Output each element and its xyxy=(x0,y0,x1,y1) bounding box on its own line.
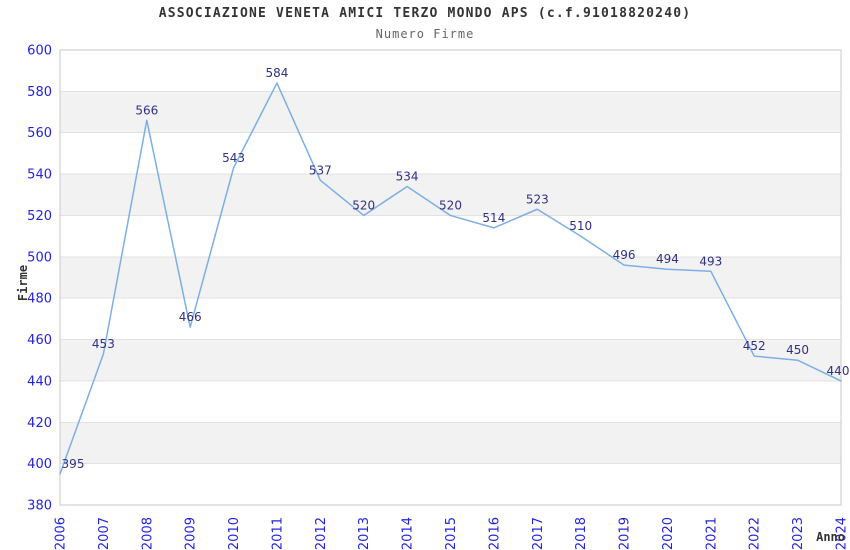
x-tick-label: 2024 xyxy=(835,517,850,550)
data-point-label: 523 xyxy=(526,192,549,206)
x-tick-label: 2008 xyxy=(140,517,155,550)
data-point-label: 452 xyxy=(743,339,766,353)
data-series xyxy=(59,82,842,475)
x-tick-label: 2016 xyxy=(487,517,502,550)
y-axis-title: Firme xyxy=(16,265,30,301)
y-tick-label: 460 xyxy=(27,333,52,348)
x-tick-label: 2022 xyxy=(748,517,763,550)
data-point-label: 584 xyxy=(265,66,288,80)
y-tick-label: 560 xyxy=(27,126,52,141)
data-point-label: 514 xyxy=(482,211,505,225)
x-tick-label: 2015 xyxy=(444,517,459,550)
data-point-label: 520 xyxy=(439,198,462,212)
band-stripe xyxy=(60,339,841,381)
x-tick-label: 2009 xyxy=(184,517,199,550)
x-tick-label: 2017 xyxy=(531,517,546,550)
plot-border xyxy=(59,49,842,506)
band-stripe xyxy=(60,256,841,299)
y-tick-label: 580 xyxy=(27,85,52,100)
band-stripe xyxy=(60,174,841,216)
x-tick-label: 2012 xyxy=(314,517,329,550)
data-point-label: 510 xyxy=(569,219,592,233)
data-point-label: 453 xyxy=(92,337,115,351)
y-tick-label: 480 xyxy=(27,292,52,307)
x-tick-label: 2023 xyxy=(791,517,806,550)
band-stripes xyxy=(60,91,841,464)
data-point-label: 395 xyxy=(62,457,85,471)
y-tick-label: 520 xyxy=(27,209,52,224)
data-point-labels: 395 453 566 466 543 584 537 520 534 520 514 523 510 4… xyxy=(62,66,850,471)
band-stripe xyxy=(60,91,841,133)
data-point-label: 537 xyxy=(309,163,332,177)
y-tick-label: 420 xyxy=(27,416,52,431)
y-tick-label: 600 xyxy=(27,44,52,59)
chart-subtitle: Numero Firme xyxy=(375,27,475,41)
x-tick-label: 2011 xyxy=(270,517,285,550)
x-tick-label: 2021 xyxy=(704,517,719,550)
x-axis-title: Anno xyxy=(816,530,845,544)
x-tick-label: 2018 xyxy=(574,517,589,550)
data-point-label: 440 xyxy=(827,364,850,378)
y-tick-label: 500 xyxy=(27,250,52,265)
band-stripe xyxy=(60,422,841,464)
x-axis-tick-labels: 2006 2007 2008 2009 2010 2011 2012 2013 2014 2015… xyxy=(54,517,850,550)
x-tick-label: 2013 xyxy=(357,517,372,550)
series-line xyxy=(59,82,842,475)
data-point-label: 543 xyxy=(222,151,245,165)
data-point-label: 496 xyxy=(613,248,636,262)
data-point-label: 534 xyxy=(396,170,419,184)
x-tick-label: 2019 xyxy=(618,517,633,550)
x-tick-label: 2007 xyxy=(97,517,112,550)
data-point-label: 566 xyxy=(135,103,158,117)
data-point-label: 520 xyxy=(352,198,375,212)
y-axis-tick-labels: 380 400 420 440 460 480 500 520 540 560 580 600 xyxy=(27,44,52,514)
x-tick-label: 2020 xyxy=(661,517,676,550)
data-point-label: 493 xyxy=(699,254,722,268)
x-tick-label: 2014 xyxy=(401,517,416,550)
data-point-label: 450 xyxy=(786,343,809,357)
chart-title: ASSOCIAZIONE VENETA AMICI TERZO MONDO AP… xyxy=(158,6,692,21)
data-point-label: 494 xyxy=(656,252,679,266)
x-tick-label: 2006 xyxy=(54,517,69,550)
data-point-label: 466 xyxy=(179,310,202,324)
y-tick-label: 540 xyxy=(27,168,52,183)
plot-border-rect xyxy=(59,49,842,506)
y-tick-label: 400 xyxy=(27,457,52,472)
x-tick-label: 2010 xyxy=(227,517,242,550)
y-tick-label: 380 xyxy=(27,499,52,514)
y-tick-label: 440 xyxy=(27,374,52,389)
